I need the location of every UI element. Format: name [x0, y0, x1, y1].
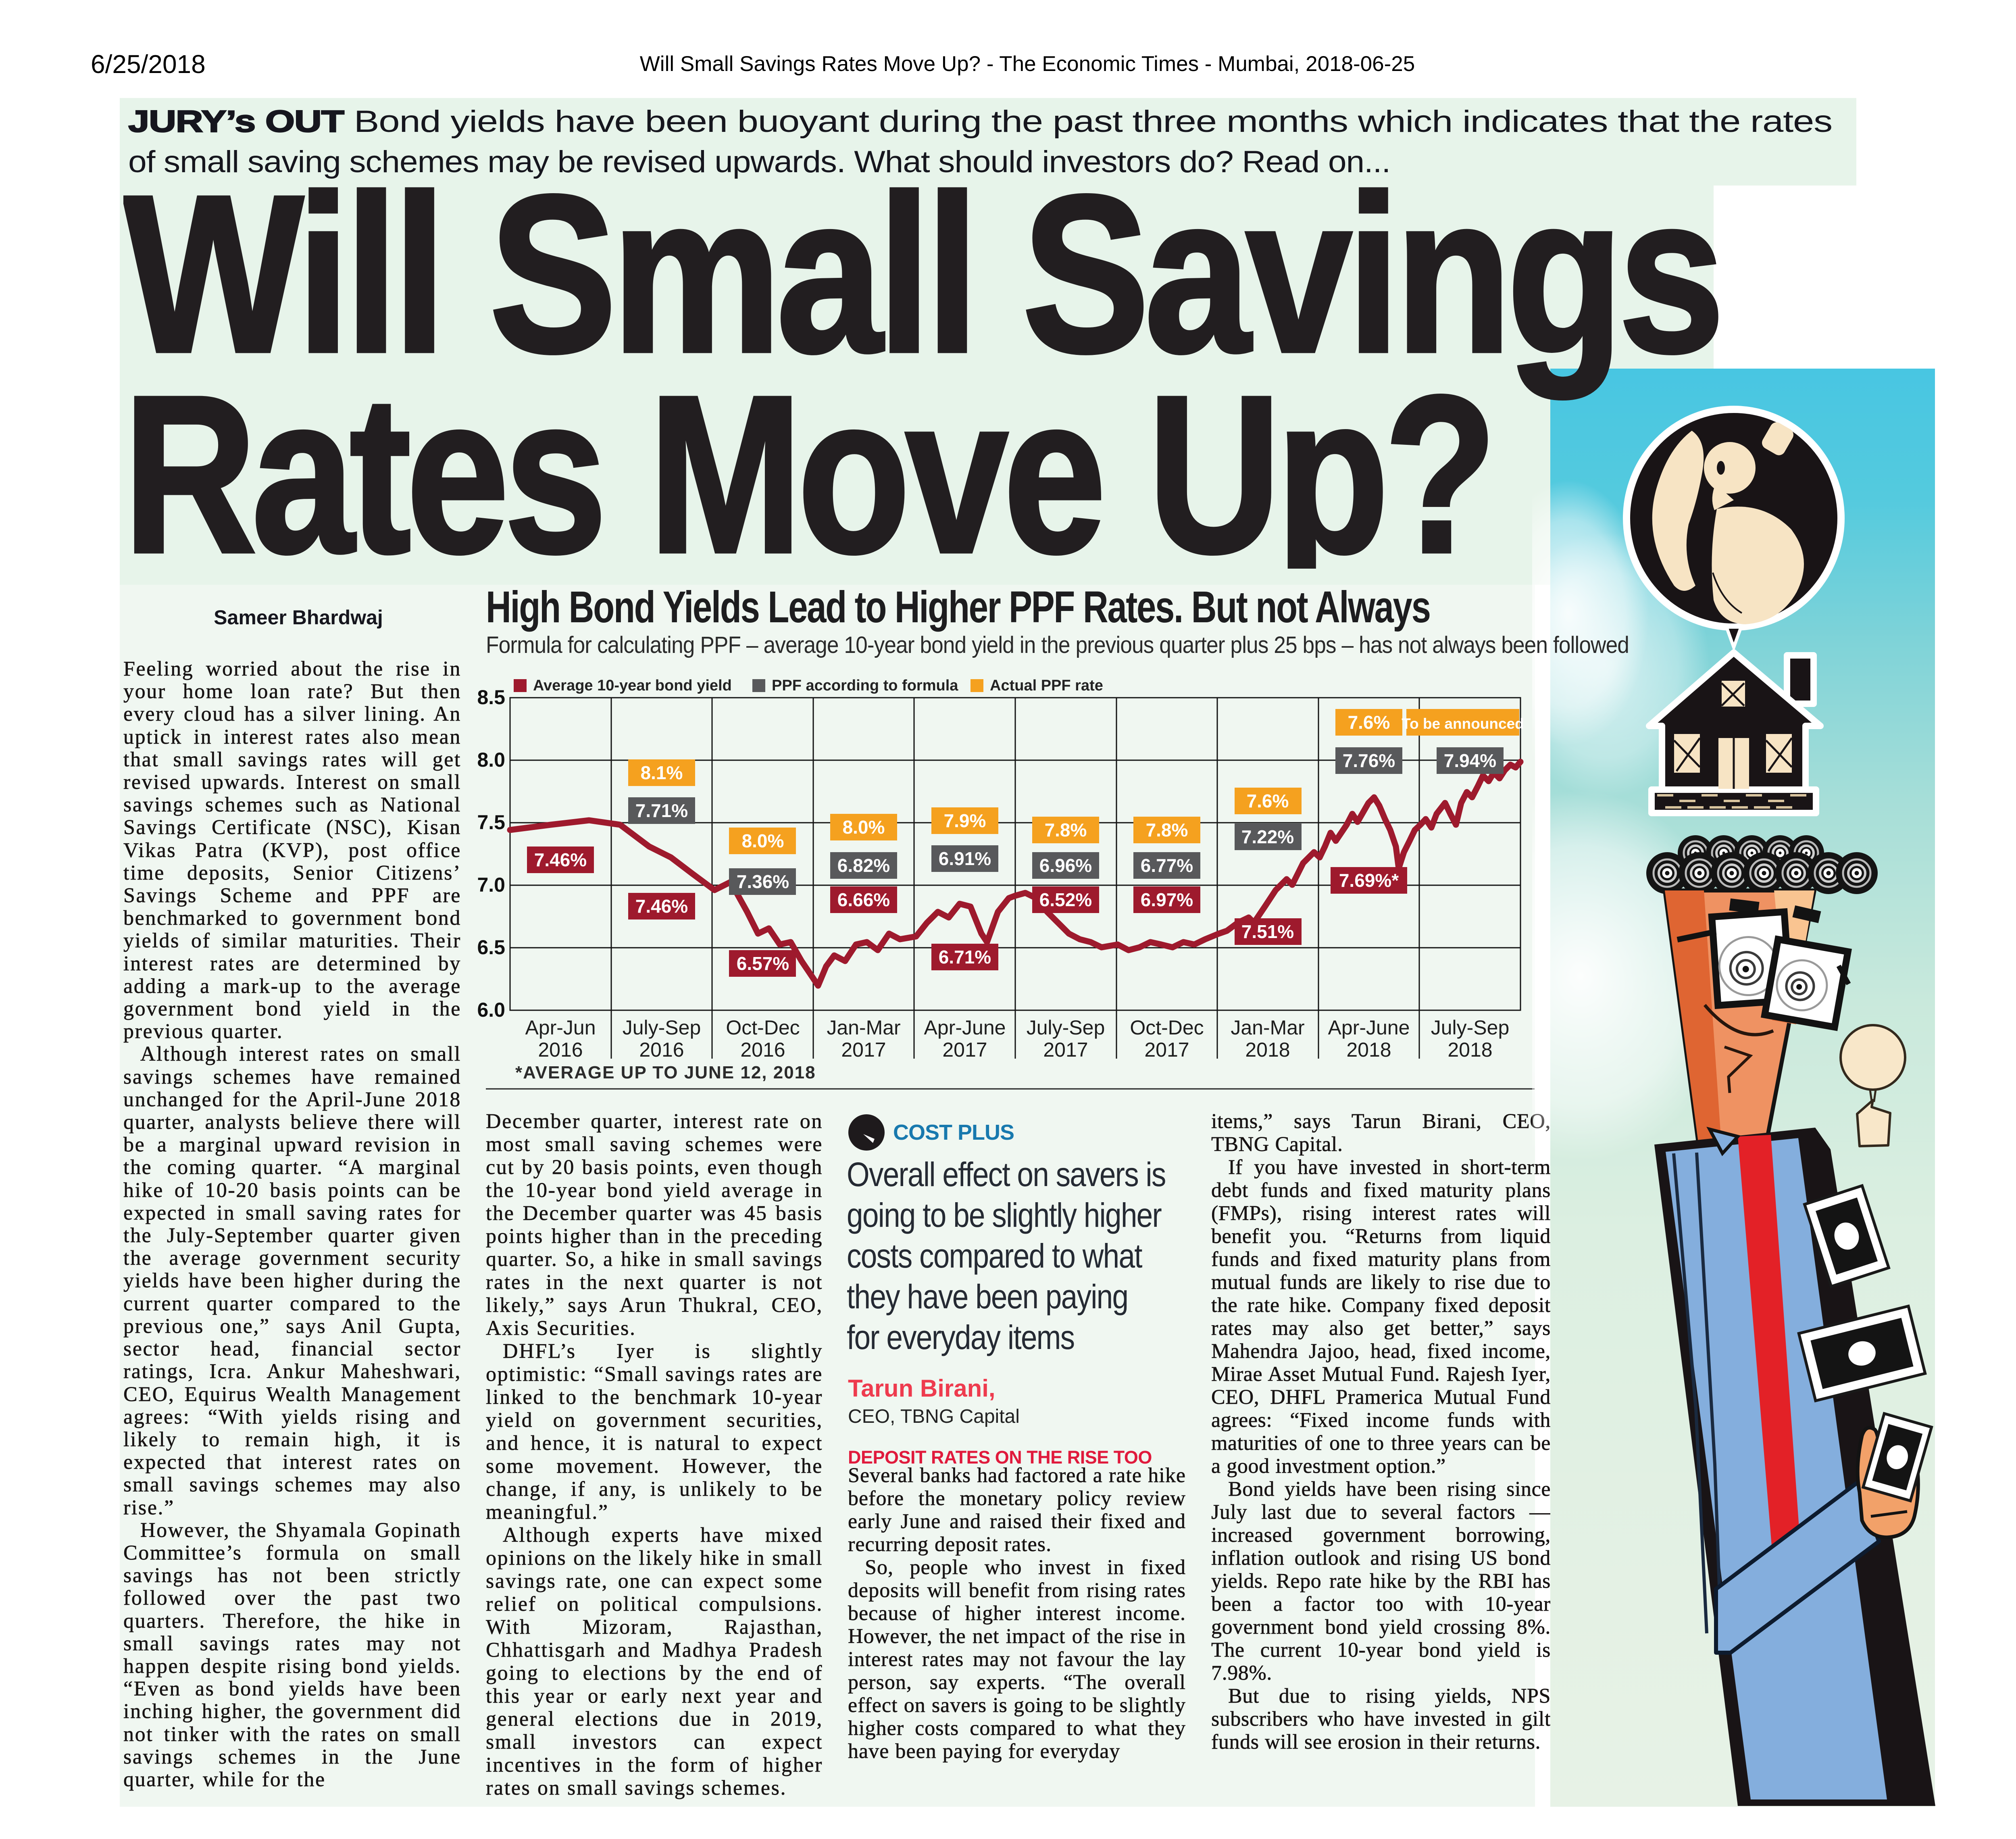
svg-text:8.0: 8.0 [477, 749, 505, 771]
svg-text:6.57%: 6.57% [737, 953, 789, 974]
svg-text:2017: 2017 [1043, 1038, 1088, 1061]
svg-text:7.46%: 7.46% [635, 896, 688, 917]
svg-text:6.77%: 6.77% [1141, 855, 1193, 876]
svg-text:Oct-Dec: Oct-Dec [726, 1016, 800, 1039]
svg-text:COST PLUS: COST PLUS [893, 1120, 1014, 1145]
svg-text:6.52%: 6.52% [1039, 889, 1092, 910]
svg-text:2017: 2017 [841, 1038, 886, 1061]
svg-text:2018: 2018 [1346, 1038, 1391, 1061]
svg-text:6.82%: 6.82% [837, 855, 890, 876]
svg-text:7.9%: 7.9% [944, 810, 986, 831]
svg-text:Apr-June: Apr-June [1328, 1016, 1410, 1039]
svg-text:7.6%: 7.6% [1247, 790, 1289, 811]
svg-text:8.5: 8.5 [477, 686, 505, 709]
svg-text:Jan-Mar: Jan-Mar [1231, 1016, 1304, 1039]
svg-text:Apr-Jun: Apr-Jun [525, 1016, 596, 1039]
svg-text:2016: 2016 [740, 1038, 785, 1061]
svg-text:8.1%: 8.1% [641, 762, 683, 783]
svg-text:6.71%: 6.71% [939, 947, 991, 967]
svg-text:7.36%: 7.36% [737, 871, 789, 892]
svg-text:6.5: 6.5 [477, 936, 505, 959]
svg-text:July-Sep: July-Sep [623, 1016, 701, 1039]
svg-text:6.91%: 6.91% [939, 848, 991, 869]
svg-text:7.76%: 7.76% [1343, 750, 1395, 771]
svg-text:To be announced: To be announced [1402, 715, 1524, 732]
svg-text:Actual PPF rate: Actual PPF rate [990, 678, 1103, 694]
svg-text:7.51%: 7.51% [1241, 921, 1294, 942]
svg-text:2017: 2017 [1144, 1038, 1189, 1061]
svg-text:2016: 2016 [538, 1038, 583, 1061]
svg-text:7.94%: 7.94% [1444, 750, 1496, 771]
svg-text:Jan-Mar: Jan-Mar [827, 1016, 900, 1039]
svg-text:Oct-Dec: Oct-Dec [1130, 1016, 1204, 1039]
svg-text:6.66%: 6.66% [837, 889, 890, 910]
svg-text:*AVERAGE UP TO JUNE 12, 2018: *AVERAGE UP TO JUNE 12, 2018 [515, 1063, 816, 1082]
svg-text:PPF according to formula: PPF according to formula [772, 678, 958, 694]
svg-text:Average 10-year bond yield: Average 10-year bond yield [533, 678, 732, 694]
svg-text:7.6%: 7.6% [1348, 712, 1390, 733]
svg-text:6.97%: 6.97% [1141, 889, 1193, 910]
svg-text:July-Sep: July-Sep [1027, 1016, 1105, 1039]
svg-text:6.96%: 6.96% [1039, 855, 1092, 876]
svg-text:7.8%: 7.8% [1146, 819, 1188, 840]
svg-text:7.71%: 7.71% [635, 800, 688, 821]
svg-text:2017: 2017 [942, 1038, 987, 1061]
svg-text:8.0%: 8.0% [843, 817, 885, 838]
svg-text:2016: 2016 [639, 1038, 684, 1061]
svg-text:8.0%: 8.0% [742, 830, 784, 851]
svg-text:7.69%*: 7.69%* [1339, 870, 1399, 891]
svg-text:July-Sep: July-Sep [1431, 1016, 1510, 1039]
svg-text:2018: 2018 [1245, 1038, 1290, 1061]
svg-text:7.8%: 7.8% [1045, 819, 1087, 840]
svg-text:Apr-June: Apr-June [924, 1016, 1006, 1039]
svg-text:2018: 2018 [1447, 1038, 1492, 1061]
svg-text:6.0: 6.0 [477, 999, 505, 1021]
svg-text:7.5: 7.5 [477, 811, 505, 834]
svg-text:7.22%: 7.22% [1241, 826, 1294, 847]
svg-text:7.46%: 7.46% [534, 849, 587, 870]
svg-text:7.0: 7.0 [477, 874, 505, 896]
